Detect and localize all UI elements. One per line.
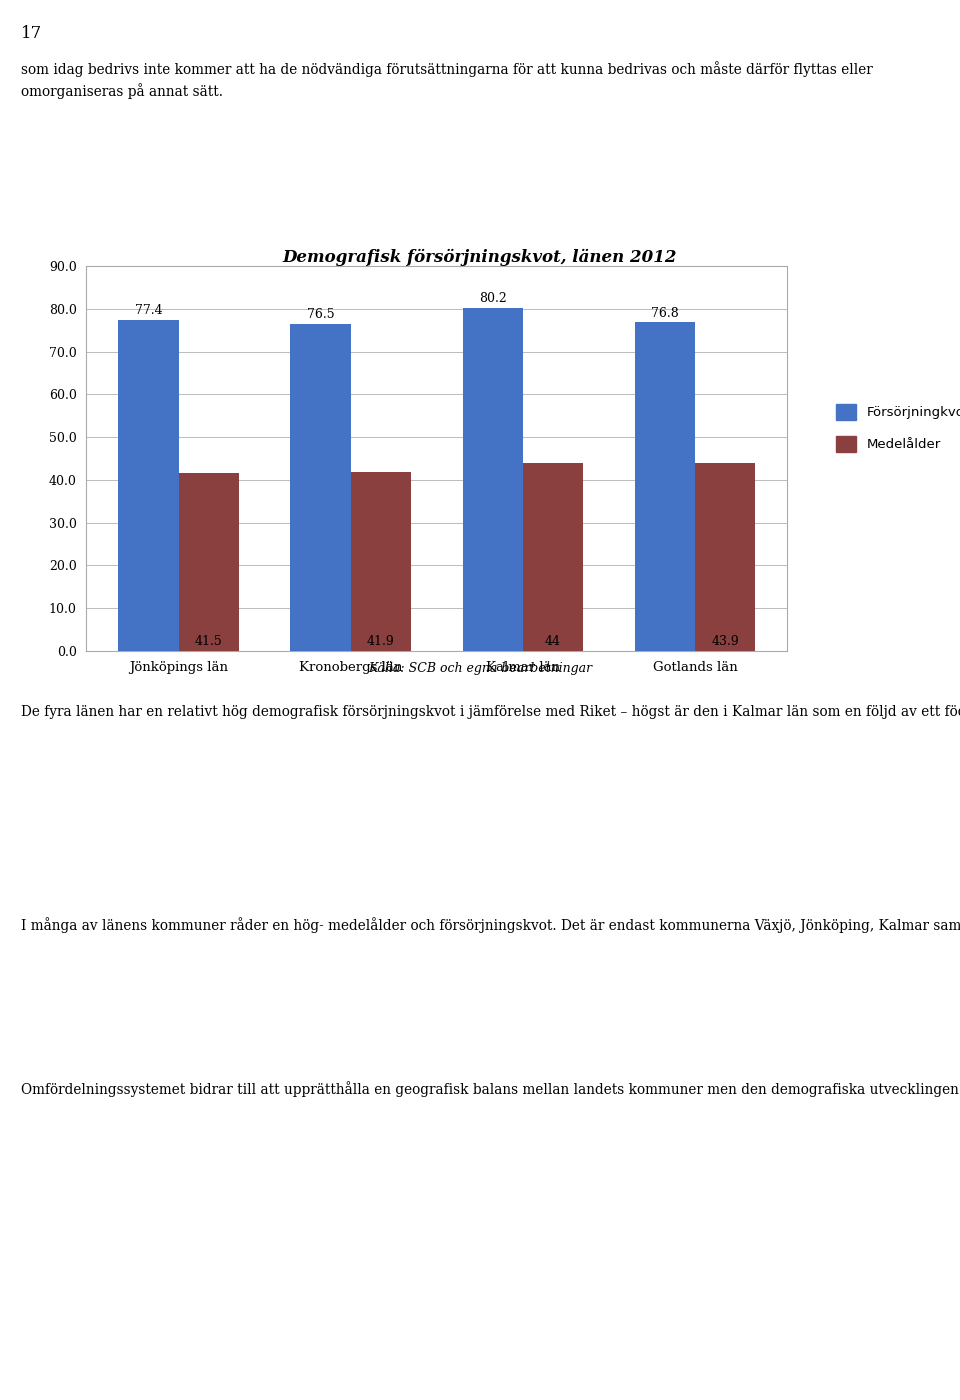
Text: I många av länens kommuner råder en hög- medelålder och försörjningskvot. Det är: I många av länens kommuner råder en hög-… xyxy=(21,917,960,932)
Bar xyxy=(695,463,756,651)
Bar xyxy=(179,473,239,651)
Text: 80.2: 80.2 xyxy=(479,293,507,305)
Text: 41.9: 41.9 xyxy=(367,636,395,648)
Text: 43.9: 43.9 xyxy=(711,636,739,648)
Text: Omfördelningssystemet bidrar till att upprätthålla en geografisk balans mellan l: Omfördelningssystemet bidrar till att up… xyxy=(21,1081,960,1096)
Bar xyxy=(523,463,583,651)
Bar xyxy=(291,323,350,651)
Text: 76.5: 76.5 xyxy=(307,308,334,321)
Text: Källa: SCB och egna bearbetningar: Källa: SCB och egna bearbetningar xyxy=(368,662,592,675)
Bar xyxy=(118,321,179,651)
Bar xyxy=(635,322,695,651)
Text: som idag bedrivs inte kommer att ha de nödvändiga förutsättningarna för att kunn: som idag bedrivs inte kommer att ha de n… xyxy=(21,62,873,99)
Text: 17: 17 xyxy=(21,25,42,42)
Text: 41.5: 41.5 xyxy=(195,636,223,648)
Text: 44: 44 xyxy=(545,636,561,648)
Text: De fyra länen har en relativt hög demografisk försörjningskvot i jämförelse med : De fyra länen har en relativt hög demogr… xyxy=(21,703,960,718)
Text: 77.4: 77.4 xyxy=(134,304,162,318)
Bar xyxy=(350,472,411,651)
Legend: Försörjningkvot, Medelålder: Försörjningkvot, Medelålder xyxy=(836,403,960,452)
Text: Demografisk försörjningskvot, länen 2012: Demografisk försörjningskvot, länen 2012 xyxy=(283,249,677,266)
Bar xyxy=(463,308,523,651)
Text: 76.8: 76.8 xyxy=(651,307,679,321)
